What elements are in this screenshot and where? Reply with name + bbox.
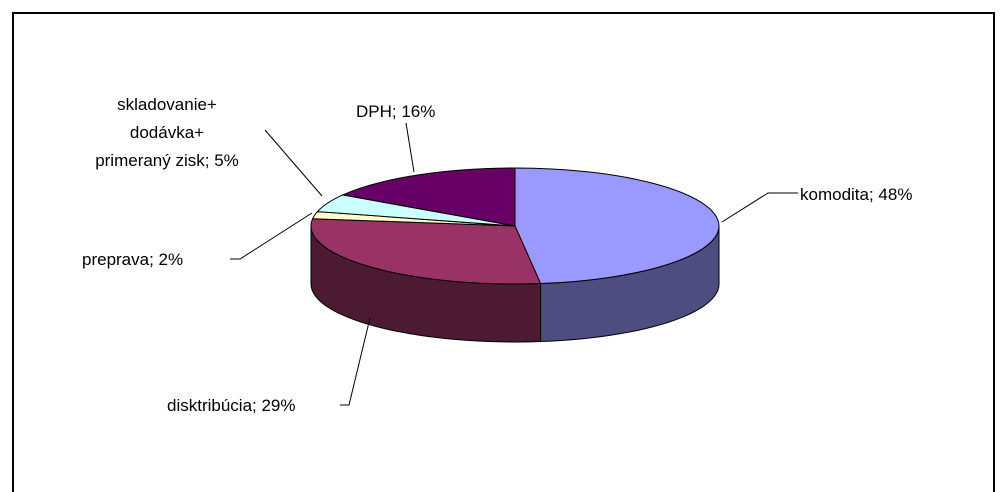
- label-preprava: preprava; 2%: [82, 250, 183, 269]
- leader-lines: [230, 122, 798, 406]
- label-dph: DPH; 16%: [356, 102, 435, 121]
- label-komodita: komodita; 48%: [800, 185, 912, 204]
- pie-slice-komodita: [514, 167, 720, 285]
- leader-line-preprava: [230, 212, 313, 260]
- pie-slice-disktribucia: [310, 218, 542, 285]
- leader-line-komodita: [721, 192, 798, 223]
- pie-slice-dph: [341, 167, 516, 227]
- leader-line-skladovanie: [264, 129, 323, 197]
- leader-line-dph: [405, 122, 415, 173]
- pie-tops: [310, 167, 720, 285]
- label-skladovanie-line3: primeraný zisk; 5%: [95, 151, 239, 170]
- label-skladovanie-line1: skladovanie+: [117, 95, 217, 114]
- leader-line-disktribucia: [340, 317, 371, 406]
- label-skladovanie-line2: dodávka+: [130, 123, 204, 142]
- label-disktribucia: disktribúcia; 29%: [167, 396, 296, 415]
